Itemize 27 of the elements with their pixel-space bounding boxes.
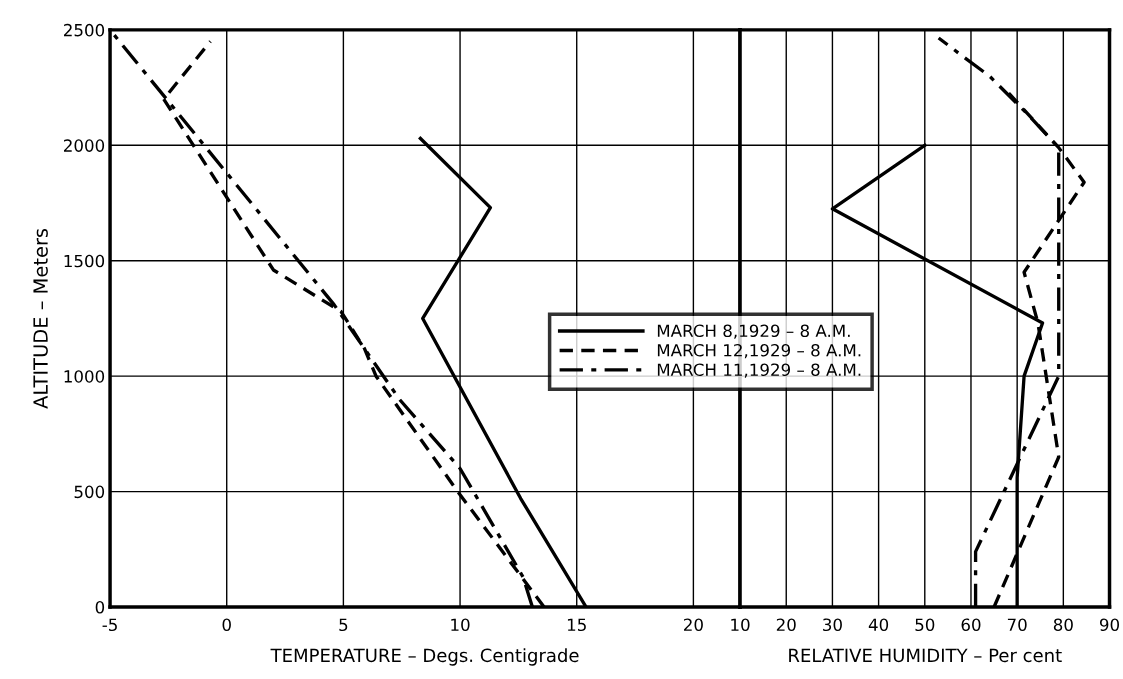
x-tick-label: 60 xyxy=(961,618,981,632)
y-tick-label: 2000 xyxy=(64,139,105,152)
x-tick-label: 40 xyxy=(868,618,889,632)
y-axis-title: ALTITUDE – Meters xyxy=(33,228,48,409)
y-tick-label: 0 xyxy=(95,600,105,614)
x-tick-label: 10 xyxy=(451,618,470,632)
x-tick-label: 20 xyxy=(776,618,796,632)
y-tick-label: 1000 xyxy=(64,370,105,383)
x-axis-title: RELATIVE HUMIDITY – Per cent xyxy=(789,648,1062,663)
y-tick-label: 1500 xyxy=(64,254,105,268)
legend-label: MARCH 12,1929 – 8 A.M. xyxy=(657,343,861,359)
x-tick-label: 30 xyxy=(823,618,842,632)
y-tick-label: 500 xyxy=(74,485,105,499)
x-tick-label: 50 xyxy=(915,618,935,632)
legend-label: MARCH 8,1929 – 8 A.M. xyxy=(657,324,850,339)
x-tick-label: 70 xyxy=(1007,618,1027,632)
x-tick-label: 0 xyxy=(222,618,231,632)
y-tick-label: 2500 xyxy=(64,23,105,37)
x-tick-label: 15 xyxy=(567,618,586,632)
x-tick-label: 10 xyxy=(731,618,750,632)
x-tick-label: 20 xyxy=(684,618,703,632)
x-axis-title: TEMPERATURE – Degs. Centigrade xyxy=(270,648,579,666)
x-tick-label: 80 xyxy=(1053,618,1073,632)
x-tick-label: -5 xyxy=(102,618,117,632)
legend-label: MARCH 11,1929 – 8 A.M. xyxy=(657,363,861,378)
x-tick-label: 5 xyxy=(339,618,348,632)
x-tick-label: 90 xyxy=(1099,618,1120,632)
